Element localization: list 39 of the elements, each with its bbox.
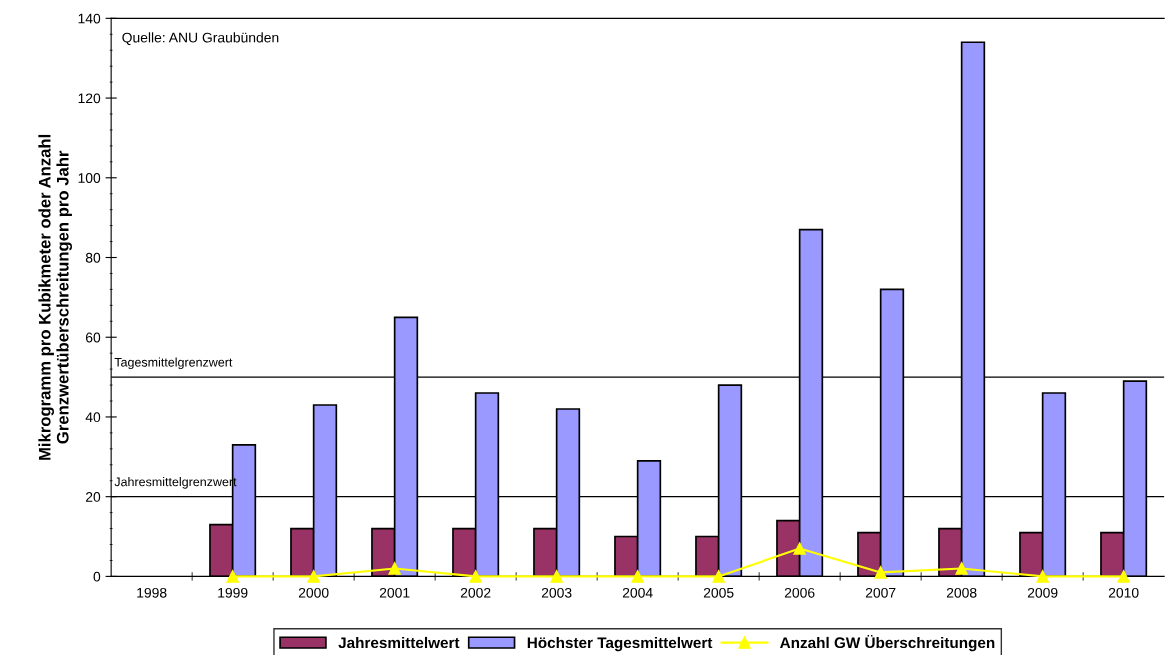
x-tick-label: 2009 — [1027, 587, 1058, 598]
x-tick-label: 2010 — [1108, 587, 1139, 598]
x-tick-label: 2000 — [298, 587, 329, 598]
x-tick-label: 2005 — [703, 587, 734, 598]
x-tick-label: 2007 — [865, 587, 896, 598]
point — [793, 542, 806, 555]
ref-line-label: Tagesmittelgrenzwert — [114, 357, 233, 370]
annotation: Quelle: ANU Graubünden — [122, 32, 279, 45]
point — [388, 562, 401, 575]
point — [631, 570, 644, 583]
y-tick-label: 80 — [85, 252, 101, 263]
x-tick-label: 2003 — [541, 587, 572, 598]
y-tick-label: 40 — [85, 412, 101, 423]
point — [469, 570, 482, 583]
x-tick-label: 2008 — [946, 587, 977, 598]
y-tick-label: 100 — [78, 173, 101, 183]
x-tick-label: 2006 — [784, 587, 815, 598]
x-tick-label: 2002 — [460, 587, 491, 598]
y-tick-label: 0 — [93, 571, 101, 582]
y-tick-label: 60 — [85, 332, 101, 343]
y-tick-label: 20 — [85, 492, 101, 502]
legend-label: Jahresmittelwert — [338, 636, 460, 649]
legend-label: Anzahl GW Überschreitungen — [780, 634, 995, 652]
x-tick-label: 2004 — [622, 587, 653, 598]
point — [1117, 570, 1130, 583]
x-tick-label: 2001 — [379, 587, 410, 598]
y-tick-label: 120 — [78, 93, 101, 104]
point — [874, 566, 887, 579]
x-tick-label: 1999 — [218, 587, 248, 598]
point — [955, 562, 968, 575]
legend-label: Höchster Tagesmittelwert — [527, 636, 713, 652]
point — [712, 570, 725, 583]
point — [550, 570, 563, 583]
x-tick-label: 1998 — [137, 587, 167, 598]
y-axis-title: Mikrogramm pro Kubikmeter oder Anzahl Grenzwertüberschreitungen pro Jahr — [38, 134, 73, 460]
point — [226, 570, 239, 583]
point — [1036, 570, 1049, 583]
point — [307, 570, 320, 583]
y-tick-label: 140 — [78, 13, 101, 24]
